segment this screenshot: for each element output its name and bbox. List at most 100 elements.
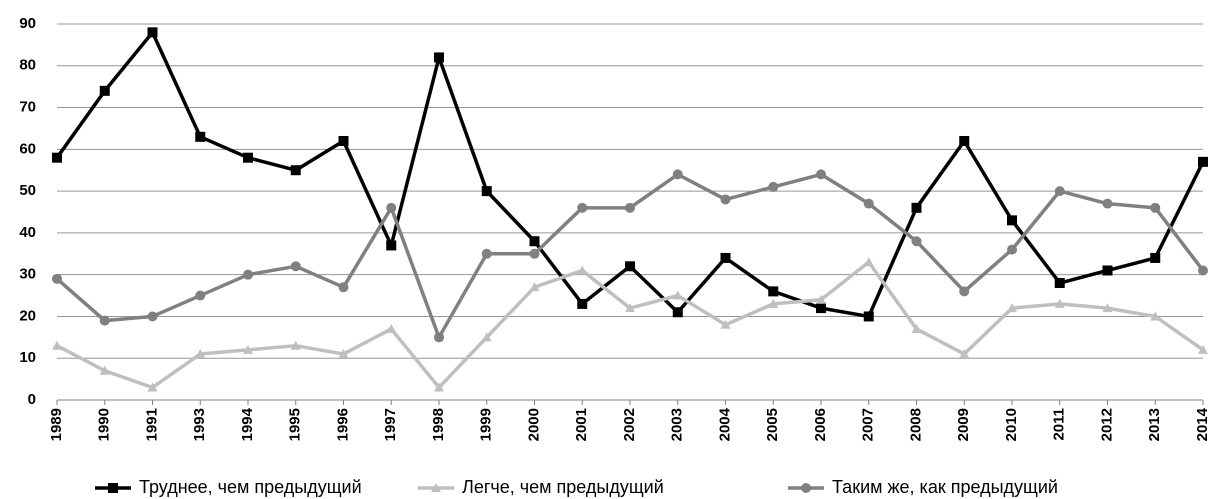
marker — [434, 52, 444, 63]
marker — [147, 27, 158, 38]
marker — [99, 85, 110, 96]
y-tick-label: 40 — [19, 224, 36, 241]
marker — [911, 323, 922, 333]
marker — [195, 290, 206, 301]
marker — [481, 332, 492, 342]
y-tick-label: 80 — [19, 57, 36, 74]
marker — [1007, 244, 1017, 255]
marker — [672, 169, 683, 180]
marker — [195, 349, 206, 359]
x-tick-label: 2008 — [907, 408, 924, 441]
x-tick-label: 1989 — [48, 408, 65, 441]
legend-label: Легче, чем предыдущий — [462, 477, 664, 497]
marker — [577, 202, 588, 213]
marker — [434, 382, 444, 392]
marker — [625, 202, 635, 213]
y-tick-label: 50 — [19, 182, 36, 199]
x-tick-label: 1999 — [478, 408, 495, 441]
marker — [911, 202, 922, 213]
marker — [243, 344, 253, 354]
x-tick-label: 2009 — [955, 408, 972, 441]
x-tick-label: 1995 — [287, 408, 304, 441]
marker — [816, 169, 826, 180]
marker — [290, 165, 301, 176]
y-tick-label: 90 — [19, 15, 36, 32]
x-tick-label: 2004 — [716, 407, 733, 441]
marker — [863, 257, 874, 267]
marker — [243, 152, 253, 163]
marker — [195, 131, 206, 142]
marker — [386, 202, 397, 213]
marker — [1198, 156, 1208, 167]
x-tick-label: 2013 — [1146, 408, 1163, 441]
marker — [108, 483, 118, 493]
marker — [959, 135, 970, 146]
legend-label: Таким же, как предыдущий — [832, 477, 1058, 497]
y-tick-label: 60 — [19, 140, 36, 157]
marker — [768, 286, 779, 297]
x-tick-label: 2006 — [812, 408, 829, 441]
marker — [1198, 265, 1208, 276]
marker — [52, 273, 62, 284]
marker — [863, 198, 874, 209]
marker — [386, 323, 397, 333]
marker — [434, 332, 444, 343]
series-line — [55, 172, 1205, 340]
x-tick-label: 1996 — [334, 408, 351, 441]
marker — [1102, 198, 1113, 209]
marker — [911, 236, 922, 247]
x-tick-label: 1990 — [96, 408, 113, 441]
marker — [959, 286, 970, 297]
marker — [290, 340, 301, 350]
marker — [625, 261, 635, 272]
x-tick-label: 2001 — [573, 408, 590, 441]
marker — [147, 311, 158, 322]
marker — [625, 303, 635, 313]
legend-label: Труднее, чем предыдущий — [139, 477, 362, 497]
marker — [1054, 298, 1065, 308]
x-tick-label: 1998 — [430, 408, 447, 441]
x-tick-label: 2000 — [525, 408, 542, 441]
marker — [863, 311, 874, 322]
marker — [577, 298, 588, 309]
marker — [431, 483, 441, 492]
marker — [290, 261, 301, 272]
marker — [1150, 311, 1161, 321]
marker — [52, 152, 62, 163]
marker — [52, 340, 62, 350]
marker — [99, 315, 110, 326]
y-tick-label: 70 — [19, 99, 36, 116]
y-tick-label: 10 — [19, 349, 36, 366]
series-line — [56, 260, 1205, 390]
marker — [529, 282, 540, 292]
series-line — [55, 30, 1205, 319]
marker — [147, 382, 158, 392]
y-tick-label: 30 — [19, 266, 36, 283]
marker — [99, 365, 110, 375]
marker — [481, 186, 492, 197]
marker — [959, 349, 970, 359]
x-tick-label: 1994 — [239, 407, 256, 441]
marker — [816, 294, 826, 304]
marker — [1150, 202, 1161, 213]
marker — [386, 240, 397, 251]
marker — [577, 265, 588, 275]
marker — [1054, 186, 1065, 197]
marker — [801, 483, 811, 493]
marker — [672, 290, 683, 300]
marker — [768, 181, 779, 192]
marker — [720, 319, 731, 329]
x-tick-label: 2007 — [860, 408, 877, 441]
marker — [529, 248, 540, 259]
marker — [338, 135, 349, 146]
x-tick-label: 2011 — [1051, 408, 1068, 441]
marker — [768, 298, 779, 308]
marker — [720, 252, 731, 263]
x-tick-label: 2003 — [669, 408, 686, 441]
x-tick-label: 2005 — [764, 408, 781, 441]
x-tick-label: 2012 — [1098, 408, 1115, 441]
marker — [243, 269, 253, 280]
marker — [338, 349, 349, 359]
x-tick-label: 2014 — [1194, 407, 1211, 441]
marker — [1007, 215, 1017, 226]
